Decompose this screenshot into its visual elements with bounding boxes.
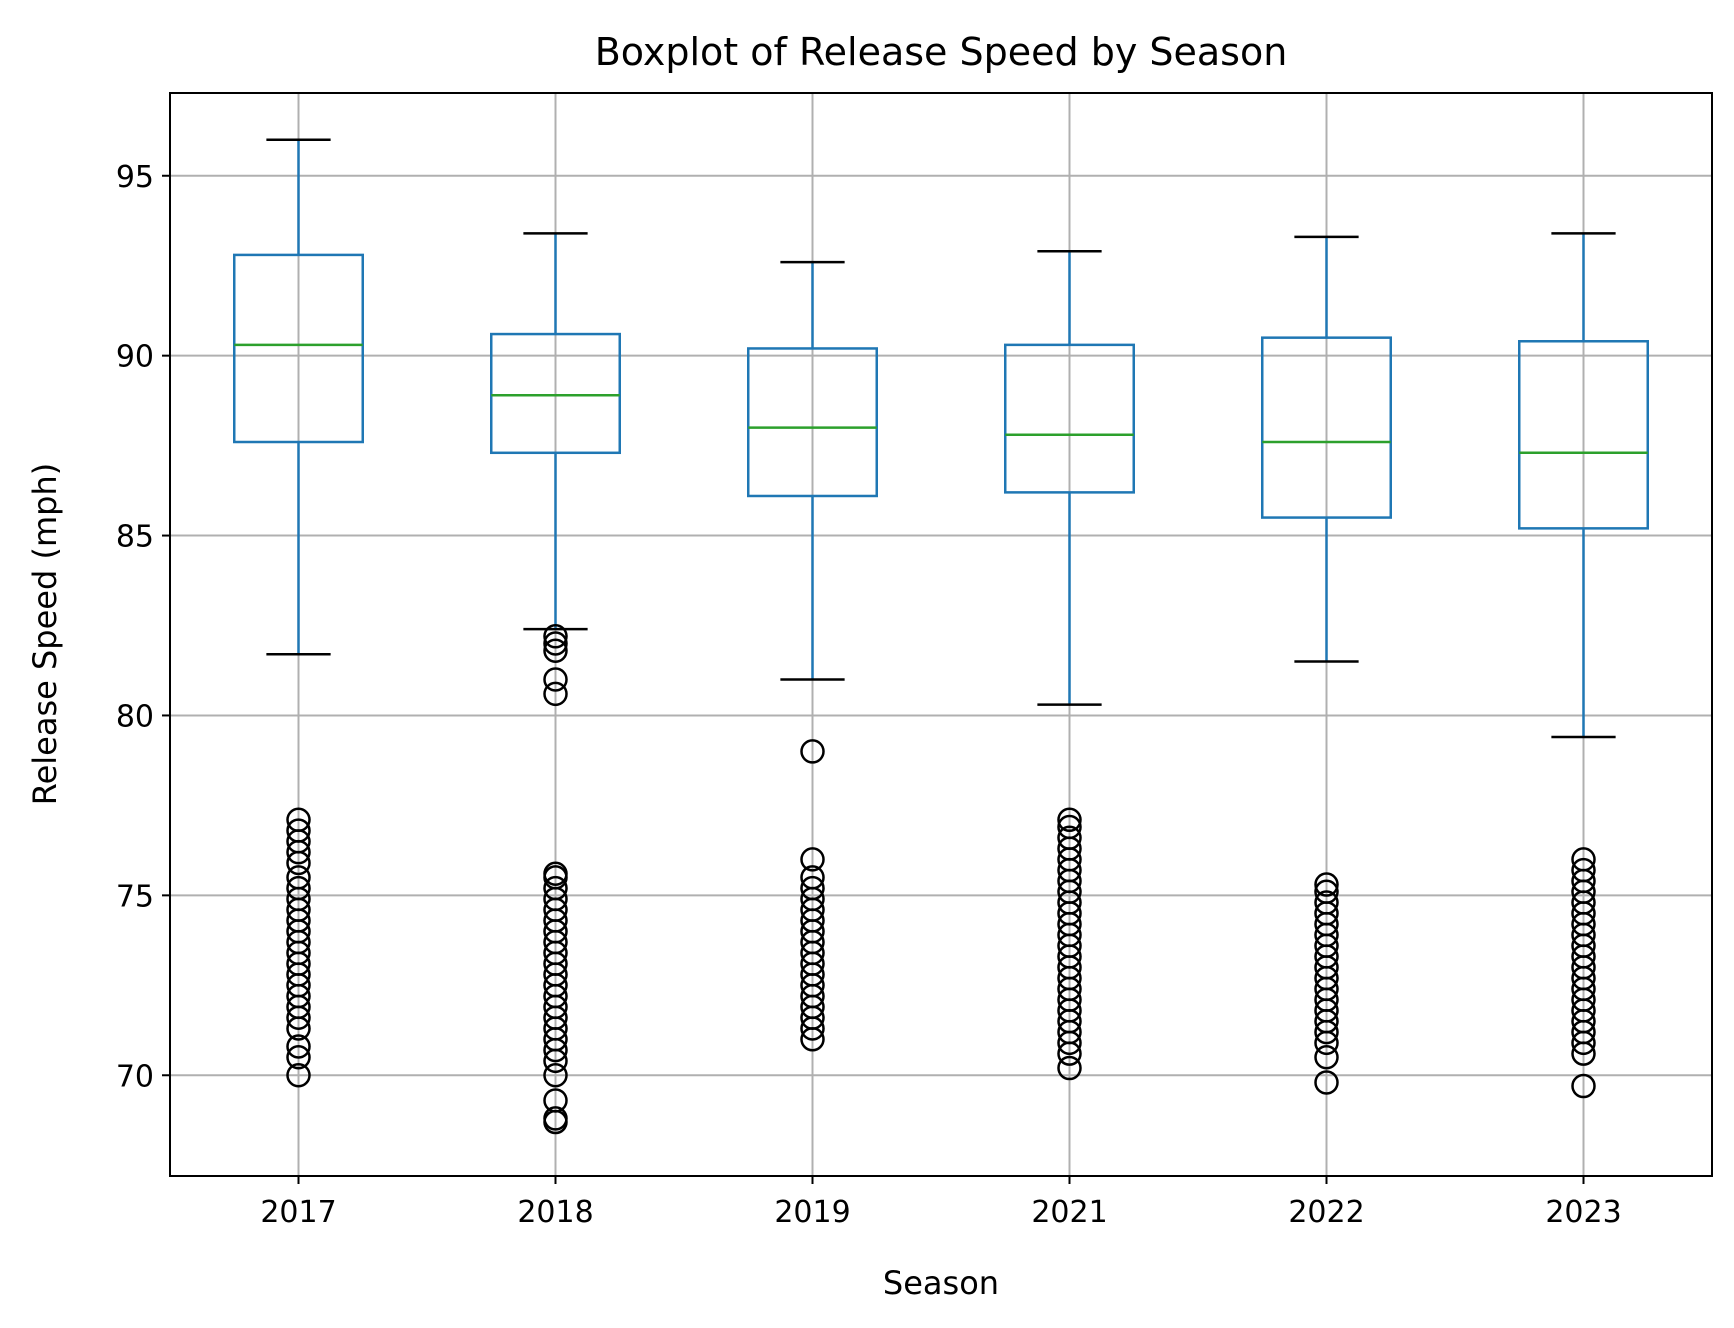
axes-frame	[169, 92, 1713, 1177]
axis-ticks: 70 75 80 85 90 95 2017 2018 2019 2021 2022 2023	[116, 160, 1622, 1230]
x-axis-label: Season	[883, 1264, 999, 1302]
outlier-point	[1314, 879, 1339, 905]
box-group-2018	[490, 232, 621, 1135]
y-tick-label: 70	[116, 1059, 154, 1094]
outlier-point	[800, 739, 825, 764]
x-tick-label: 2023	[1545, 1195, 1621, 1230]
outlier-point	[1314, 1045, 1339, 1070]
outlier-point	[543, 624, 568, 649]
outlier-point	[1571, 847, 1596, 872]
y-tick-label: 90	[116, 340, 154, 375]
outlier-point	[286, 818, 311, 843]
outlier-point	[286, 1063, 311, 1088]
outlier-point	[1057, 825, 1082, 851]
box-group-2022	[1261, 235, 1392, 1095]
y-tick-label: 95	[116, 160, 154, 195]
box-iqr	[1004, 343, 1135, 494]
box-iqr	[233, 253, 364, 444]
box-iqr	[490, 332, 621, 455]
y-tick-label: 85	[116, 520, 154, 555]
y-tick-label: 75	[116, 879, 154, 914]
outlier-point	[1057, 814, 1082, 840]
x-tick-label: 2018	[517, 1195, 593, 1230]
outlier-point	[800, 865, 825, 890]
x-tick-label: 2017	[260, 1195, 336, 1230]
outlier-point	[1057, 1055, 1082, 1081]
outlier-point	[286, 865, 311, 890]
box-group-2023	[1518, 232, 1649, 1099]
box-group-2019	[747, 260, 878, 1052]
outlier-point	[543, 861, 568, 887]
outlier-point	[800, 875, 825, 901]
outlier-point	[800, 847, 825, 872]
box-iqr	[747, 347, 878, 498]
plot-area	[233, 138, 1649, 1135]
outlier-point	[286, 1034, 311, 1059]
outlier-point	[543, 1106, 568, 1131]
outlier-point	[1314, 1070, 1339, 1095]
x-tick-label: 2022	[1288, 1195, 1364, 1230]
chart-title: Boxplot of Release Speed by Season	[595, 30, 1288, 74]
y-axis-label: Release Speed (mph)	[26, 463, 64, 805]
outlier-point	[1314, 872, 1339, 897]
box-iqr	[1518, 340, 1649, 530]
outlier-point	[543, 1088, 568, 1113]
outlier-point	[543, 681, 568, 707]
outlier-point	[286, 807, 311, 833]
outlier-point	[1057, 807, 1082, 833]
box-group-2021	[1004, 250, 1135, 1081]
x-tick-label: 2021	[1031, 1195, 1107, 1230]
outlier-point	[543, 1063, 568, 1088]
outlier-point	[286, 875, 311, 901]
x-tick-label: 2019	[774, 1195, 850, 1230]
outlier-point	[1314, 890, 1339, 915]
outlier-point	[543, 631, 568, 656]
outlier-point	[1571, 1073, 1596, 1099]
box-iqr	[1261, 336, 1392, 519]
outlier-point	[543, 667, 568, 692]
outlier-point	[286, 1045, 311, 1070]
y-tick-label: 80	[116, 699, 154, 734]
box-group-2017	[233, 138, 364, 1088]
outlier-point	[543, 638, 568, 663]
outlier-point	[543, 875, 568, 901]
outlier-point	[1571, 857, 1596, 883]
